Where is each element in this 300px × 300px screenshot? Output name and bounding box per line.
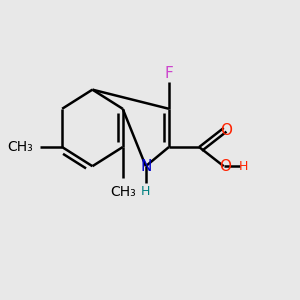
Text: H: H [141,185,151,198]
Text: CH₃: CH₃ [8,140,33,154]
Text: CH₃: CH₃ [110,185,136,199]
Text: H: H [238,160,248,173]
Text: O: O [219,159,231,174]
Text: F: F [164,66,173,81]
Text: O: O [220,123,232,138]
Text: N: N [140,159,152,174]
